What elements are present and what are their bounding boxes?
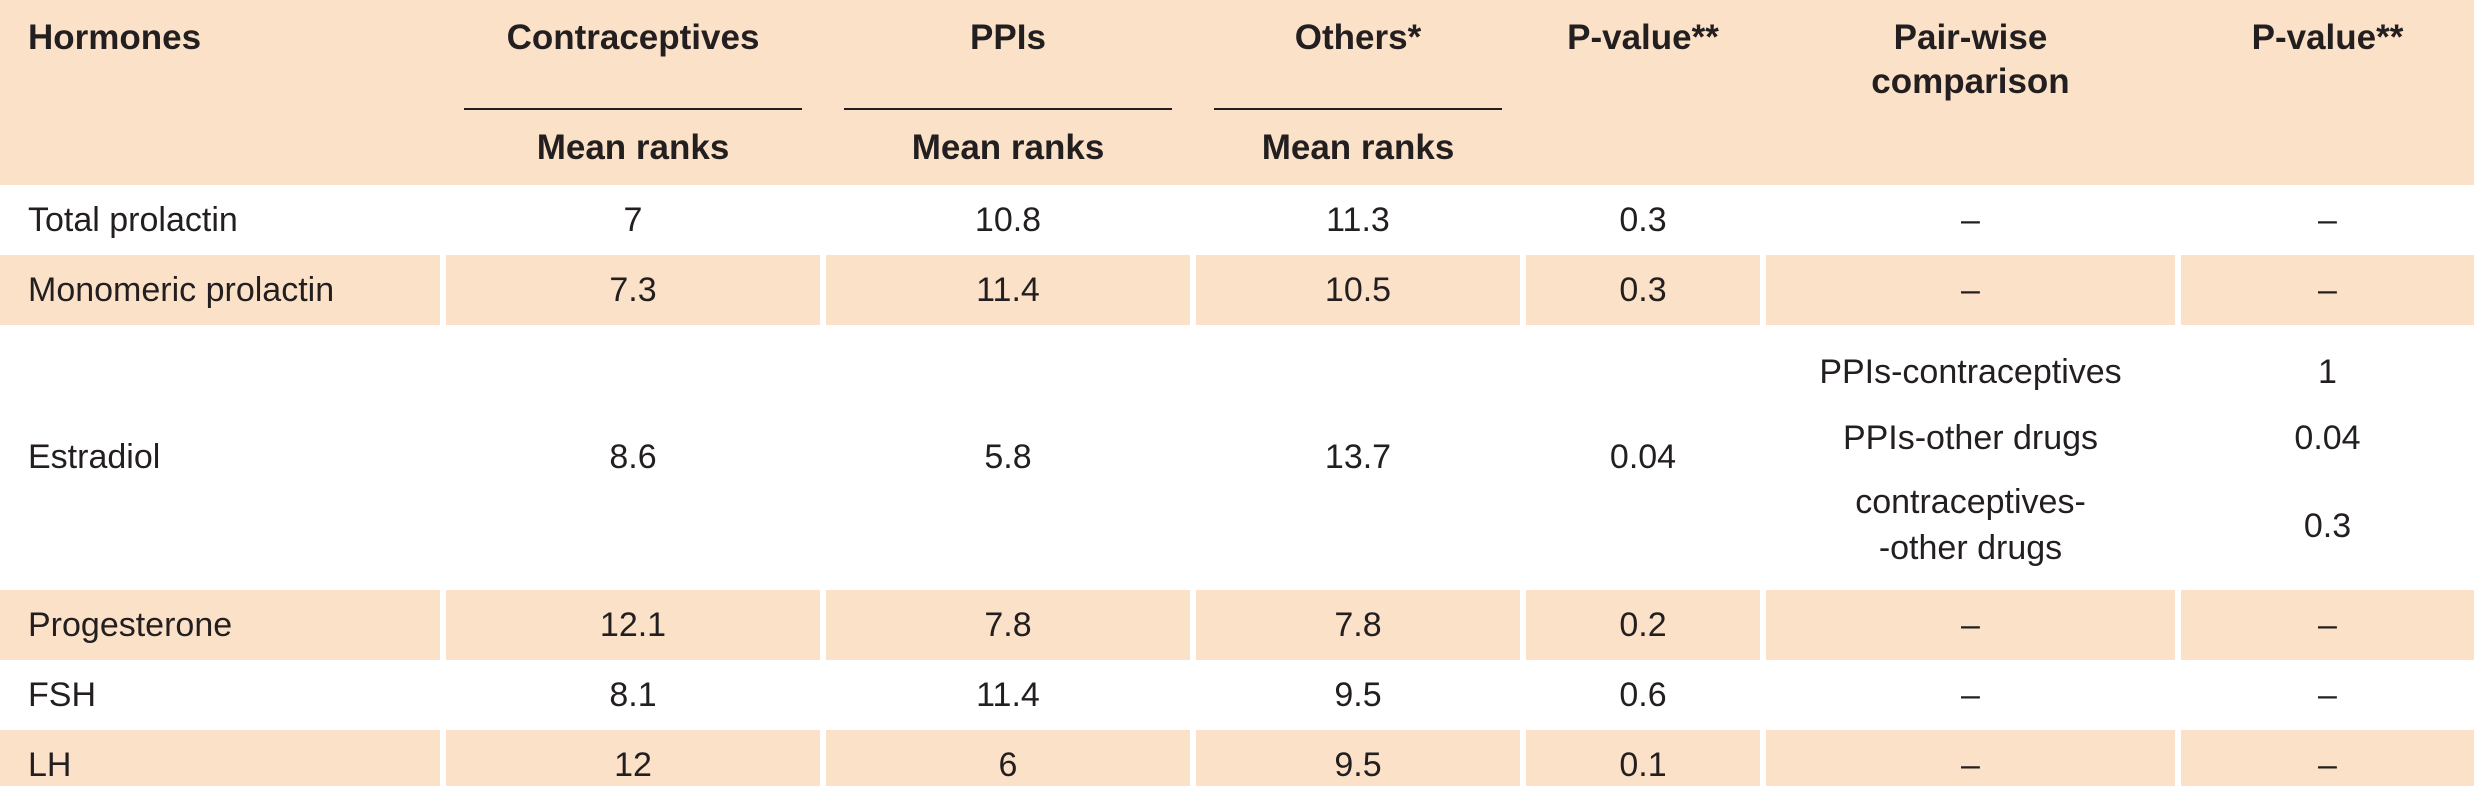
cell-p-value: 0.04 (1520, 325, 1760, 590)
subheader-row: Mean ranks Mean ranks Mean ranks (0, 110, 2474, 185)
cell-p-value: 0.3 (1520, 185, 1760, 255)
bottom-margin (0, 786, 2474, 800)
cell-p-value: 0.6 (1520, 660, 1760, 730)
cell-hormone: FSH (0, 660, 440, 730)
header-row: Hormones Contraceptives PPIs Others* P-v… (0, 0, 2474, 110)
header-hormones: Hormones (28, 18, 202, 57)
cell-contraceptives: 8.6 (440, 325, 820, 590)
pairwise-item-line2: -other drugs (1878, 529, 2063, 567)
table-row: FSH 8.1 11.4 9.5 0.6 – – (0, 660, 2474, 730)
pairwise-line1: Pair-wise (1893, 18, 2048, 57)
cell-contraceptives: 8.1 (440, 660, 820, 730)
header-ppis: PPIs (820, 0, 1190, 110)
table-row: Total prolactin 7 10.8 11.3 0.3 – – (0, 185, 2474, 255)
cell-hormone: Monomeric prolactin (0, 255, 440, 325)
cell-hormone: Estradiol (0, 325, 440, 590)
header-p-value: P-value** (1520, 0, 1760, 110)
cell-contraceptives: 7 (440, 185, 820, 255)
group-underline (1214, 108, 1502, 110)
cell-contraceptives: 7.3 (440, 255, 820, 325)
cell-ppis: 11.4 (820, 660, 1190, 730)
cell-hormone: Total prolactin (0, 185, 440, 255)
cell-others: 11.3 (1190, 185, 1520, 255)
pairwise-item: PPIs-contraceptives (1819, 353, 2122, 391)
subheader-mean-ranks-3: Mean ranks (1190, 110, 1520, 185)
cell-others: 9.5 (1190, 660, 1520, 730)
cell-others: 7.8 (1190, 590, 1520, 660)
p-value-item: 0.3 (2303, 507, 2352, 545)
cell-p-value-2: – (2175, 660, 2474, 730)
pairwise-item: PPIs-other drugs (1842, 419, 2099, 457)
cell-pairwise: – (1760, 660, 2175, 730)
subheader-mean-ranks-2: Mean ranks (820, 110, 1190, 185)
pairwise-item-line1: contraceptives- (1855, 483, 2086, 521)
cell-ppis: 11.4 (820, 255, 1190, 325)
cell-ppis: 10.8 (820, 185, 1190, 255)
cell-p-value-2-list: 1 0.04 0.3 (2175, 325, 2474, 590)
cell-others: 13.7 (1190, 325, 1520, 590)
p-value-item: 0.04 (2294, 419, 2361, 457)
cell-pairwise: – (1760, 185, 2175, 255)
subheader-empty (0, 110, 440, 185)
table-row: Estradiol 8.6 5.8 13.7 0.04 PPIs-contrac… (0, 325, 2474, 590)
cell-contraceptives: 12.1 (440, 590, 820, 660)
p-value-item: 1 (2318, 353, 2337, 391)
pairwise-line2: comparison (1871, 61, 2070, 101)
cell-p-value-2: – (2175, 185, 2474, 255)
subheader-empty (1760, 110, 2175, 185)
subheader-mean-ranks-1: Mean ranks (440, 110, 820, 185)
subheader-empty (1520, 110, 1760, 185)
table-row: Monomeric prolactin 7.3 11.4 10.5 0.3 – … (0, 255, 2474, 325)
header-contraceptives: Contraceptives (440, 0, 820, 110)
table-row: Progesterone 12.1 7.8 7.8 0.2 – – (0, 590, 2474, 660)
cell-ppis: 7.8 (820, 590, 1190, 660)
cell-ppis: 5.8 (820, 325, 1190, 590)
cell-pairwise-list: PPIs-contraceptives PPIs-other drugs con… (1760, 325, 2175, 590)
cell-pairwise: – (1760, 255, 2175, 325)
cell-p-value-2: – (2175, 255, 2474, 325)
cell-p-value: 0.3 (1520, 255, 1760, 325)
cell-pairwise: – (1760, 590, 2175, 660)
pairwise-item: contraceptives- -other drugs (1766, 471, 2175, 581)
cell-p-value-2: – (2175, 590, 2474, 660)
subheader-empty (2175, 110, 2474, 185)
group-underline (464, 108, 802, 110)
header-pairwise: Pair-wise comparison (1760, 0, 2175, 110)
header-p-value-2: P-value** (2175, 0, 2474, 110)
cell-hormone: Progesterone (0, 590, 440, 660)
header-others: Others* (1190, 0, 1520, 110)
cell-p-value: 0.2 (1520, 590, 1760, 660)
group-underline (844, 108, 1172, 110)
cell-others: 10.5 (1190, 255, 1520, 325)
